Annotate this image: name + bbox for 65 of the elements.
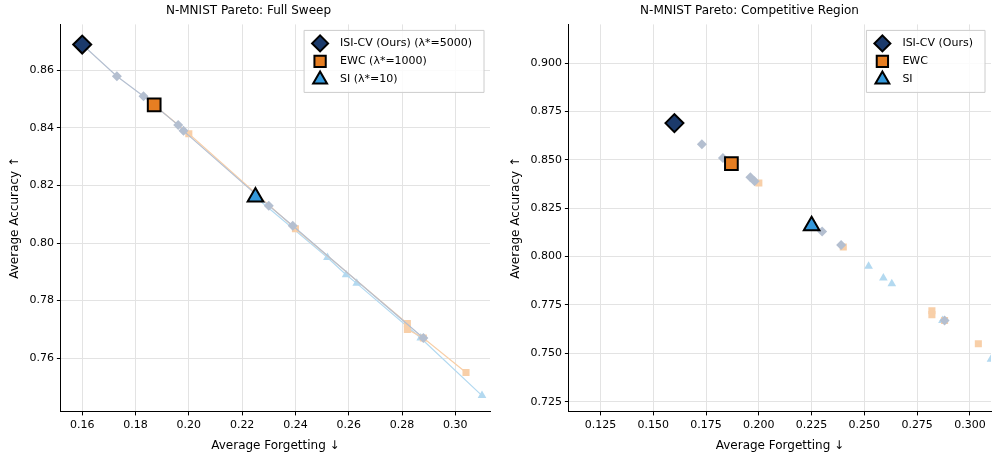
y-tick-label: 0.775 <box>530 297 562 311</box>
x-axis-title: Average Forgetting ↓ <box>715 437 845 452</box>
y-tick-label: 0.900 <box>530 55 562 69</box>
y-tick-label: 0.84 <box>29 120 54 134</box>
point <box>664 113 685 134</box>
y-tick-label: 0.82 <box>29 178 54 192</box>
x-tick-label: 0.26 <box>336 417 361 431</box>
x-tick-label: 0.175 <box>690 417 722 431</box>
y-tick-label: 0.800 <box>530 249 562 263</box>
y-tick-label: 0.86 <box>29 63 54 77</box>
point <box>696 139 707 150</box>
point <box>887 278 897 287</box>
x-tick-label: 0.150 <box>637 417 670 431</box>
x-tick-label: 0.30 <box>443 417 468 431</box>
y-tick-label: 0.80 <box>29 235 54 249</box>
point <box>477 390 487 399</box>
legend-label: EWC (λ*=1000) <box>340 54 427 68</box>
point <box>173 120 184 131</box>
point <box>724 156 739 172</box>
legend-label: ISI-CV (Ours) (λ*=5000) <box>340 36 473 50</box>
y-tick-label: 0.825 <box>530 201 562 215</box>
point <box>974 340 982 348</box>
point <box>111 71 122 82</box>
legend-label: SI <box>902 72 913 86</box>
chart-title: N-MNIST Pareto: Full Sweep <box>165 3 332 18</box>
x-tick-label: 0.16 <box>69 417 95 431</box>
legend-label: SI (λ*=10) <box>340 72 398 86</box>
x-tick-label: 0.20 <box>176 417 202 431</box>
point <box>246 187 265 203</box>
y-tick-label: 0.725 <box>530 394 562 408</box>
point <box>879 272 888 281</box>
point <box>263 200 274 211</box>
chart-title: N-MNIST Pareto: Competitive Region <box>640 3 859 18</box>
x-tick-label: 0.200 <box>743 417 775 431</box>
x-tick-label: 0.275 <box>901 417 933 431</box>
x-tick-label: 0.22 <box>229 417 255 431</box>
y-tick-label: 0.850 <box>530 152 562 166</box>
legend-label: EWC <box>902 54 929 68</box>
point <box>864 261 873 269</box>
x-tick-label: 0.300 <box>954 417 986 431</box>
x-tick-label: 0.24 <box>283 417 308 431</box>
y-tick-label: 0.78 <box>29 293 54 307</box>
point <box>138 91 149 102</box>
x-axis-title: Average Forgetting ↓ <box>211 437 340 452</box>
point <box>178 125 189 136</box>
x-tick-label: 0.125 <box>584 417 617 431</box>
x-tick-label: 0.18 <box>123 417 148 431</box>
x-tick-label: 0.250 <box>848 417 881 431</box>
point <box>836 239 847 250</box>
point <box>403 325 411 333</box>
point <box>146 97 162 113</box>
x-tick-label: 0.28 <box>389 417 415 431</box>
point <box>928 311 936 319</box>
y-axis-title: Average Accuracy ↑ <box>7 157 22 279</box>
y-tick-label: 0.76 <box>29 351 54 365</box>
legend-label: ISI-CV (Ours) <box>902 36 973 50</box>
y-tick-label: 0.750 <box>530 346 562 360</box>
point <box>802 215 821 232</box>
x-tick-label: 0.225 <box>795 417 828 431</box>
point <box>462 369 470 377</box>
point <box>749 176 760 187</box>
y-tick-label: 0.875 <box>530 104 562 118</box>
point <box>72 34 93 55</box>
y-axis-title: Average Accuracy ↑ <box>508 157 523 279</box>
point <box>287 220 298 231</box>
